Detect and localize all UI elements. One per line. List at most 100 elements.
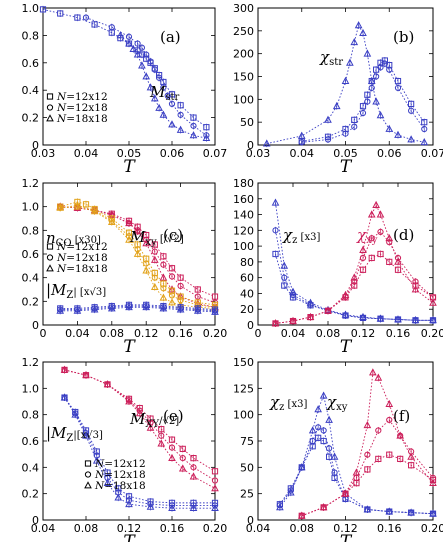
panel-e-ytick-label: 0.2 [22, 488, 40, 501]
panel-d-annotation-0-suffix: [x3] [297, 232, 320, 243]
panel-d-series-4-point [412, 278, 419, 285]
panel-e-series-2-point [168, 453, 176, 462]
panel-e-series-2-point [146, 423, 155, 431]
panel-b-series-2-point [420, 138, 429, 146]
panel-d-xtick-label: 0.12 [351, 327, 376, 340]
panel-a-series-2-point [189, 131, 198, 139]
panel-a-legend-label-2-value: =18x18 [66, 113, 107, 125]
panel-b-series-2-point [262, 139, 271, 147]
panel-a-xlabel: T [123, 157, 136, 177]
panel-d-series-4-point [368, 235, 375, 242]
panel-c-series-8-point [73, 306, 82, 314]
panel-c-xtick-label: 0.04 [65, 327, 90, 340]
panel-e-xtick-label: 0.20 [203, 522, 228, 535]
panel-a-legend-marker-0 [46, 93, 54, 100]
panel-b-ytick-label: 50 [240, 116, 254, 129]
panel-e-annotation-0-suffix: /√2] [159, 416, 179, 427]
panel-e-legend-label-0-value: =12x12 [104, 458, 145, 470]
panel-e-legend-label-0-var: N [94, 458, 105, 470]
panel-c-legend-label-1-var: N [56, 252, 67, 264]
panel-c-xlabel: T [123, 337, 136, 357]
panel-f-series-5-point [352, 468, 361, 476]
panel-b-xtick-label: 0.07 [421, 147, 443, 160]
panel-d-ytick-label: 120 [233, 224, 254, 237]
panel-f-series-3-line [301, 454, 434, 517]
panel-b-xtick-label: 0.04 [290, 147, 315, 160]
panel-e-series-1-point [179, 455, 186, 462]
panel-a-series-1-point [143, 51, 150, 58]
panel-b-series-1-point [377, 64, 384, 71]
panel-d-annotation-0-sub: z [292, 235, 297, 246]
panel-c-series-4-point [151, 274, 158, 281]
panel-b-annotation-0-sub: str [329, 57, 343, 68]
panel-e-series-0-point [179, 445, 186, 452]
panel-e-series-2-point [189, 472, 198, 480]
panel-d-ytick-label: 0 [247, 319, 254, 332]
panel-b-series-1-point [381, 60, 388, 67]
panel-f-xtick-label: 0.12 [333, 522, 358, 535]
panel-b-series-2-point [346, 58, 354, 66]
panel-a-ytick-label: 0.8 [22, 29, 40, 42]
panel-b-series-1-point [351, 123, 358, 130]
panel-b-series-1-point [364, 98, 371, 105]
panel-f-ytick-label: 150 [233, 356, 254, 369]
panel-c-series-2-point [133, 227, 142, 235]
panel-d-series-0-point [272, 250, 279, 258]
panel-c-xtick-label: 0.12 [134, 327, 159, 340]
panel-b-xlabel: T [340, 157, 353, 177]
panel-c-series-8-point [142, 302, 151, 311]
panel-d-series-2-point [289, 287, 297, 295]
panel-e-ytick-label: 1.2 [22, 356, 40, 369]
panel-e-series-5-point [114, 493, 123, 501]
panel-d-xtick-label: 0.08 [316, 327, 341, 340]
panel-c-annotation-1-suffix: [x30] [72, 235, 101, 246]
panel-d-series-2-line [275, 202, 433, 321]
panel-d-series-3-point [359, 266, 367, 273]
panel-a-series-2-point [142, 72, 151, 80]
panel-d-series-2-point [376, 314, 385, 322]
panel-f-series-2-point [297, 463, 306, 471]
panel-b-series-2-point [407, 135, 415, 143]
panel-f-series-5-point [369, 368, 377, 376]
panel-c-legend-label-1-value: =12x18 [66, 252, 107, 264]
panel-a-legend-marker-1 [46, 104, 54, 111]
panel-f-series-4-line [301, 419, 434, 517]
panel-b-series-1-line [301, 63, 425, 143]
panel-d-ytick-label: 40 [240, 287, 254, 300]
panel-f-series-1-point [325, 445, 333, 452]
panel-c-legend-label-2-var: N [56, 263, 67, 275]
panel-a-series-0-point [190, 114, 197, 121]
panel-d-series-3-point [377, 250, 384, 258]
panel-e-series-2-point [211, 484, 219, 492]
panel-e-series-1-point [211, 477, 219, 484]
panel-a-series-2-point [155, 103, 163, 111]
panel-e-ytick-label: 0.6 [22, 435, 40, 448]
panel-f-series-2-point [363, 505, 372, 513]
panel-d-series-2-point [411, 316, 420, 324]
panel-f-series-1-point [331, 469, 338, 476]
panel-b-series-1-point [368, 84, 375, 92]
panel-c-series-5-point [73, 202, 82, 210]
panel-f-series-3-point [386, 451, 393, 458]
panel-d-series-5-point [411, 285, 420, 293]
panel-c-series-5-point [168, 298, 176, 306]
panel-c-ytick-label: 0.8 [22, 224, 40, 237]
panel-a-legend-marker-2 [46, 114, 54, 122]
panel-d-annotation-0: χz [x3] [282, 226, 320, 246]
panel-e-series-5-point [82, 431, 90, 439]
panel-a-series-2-point [116, 31, 125, 39]
panel-f-ytick-label: 125 [233, 382, 254, 395]
panel-d-series-5-point [324, 306, 332, 314]
panel-f-xlabel: T [340, 532, 353, 542]
panel-e-series-1-point [190, 464, 197, 471]
panel-a-series-2-point [146, 83, 155, 91]
panel-c-series-2-point [142, 239, 151, 247]
panel-c-annotation-1-sub: CO [56, 238, 72, 249]
panel-e-series-2-point [60, 365, 69, 373]
panel-f-annotation-0-suffix: [x3] [284, 399, 307, 410]
panel-d-series-5-point [306, 312, 315, 321]
panel-a-series-2-point [133, 50, 142, 58]
panel-c-series-8-point [107, 304, 116, 312]
panel-d-series-5-point [367, 210, 376, 218]
